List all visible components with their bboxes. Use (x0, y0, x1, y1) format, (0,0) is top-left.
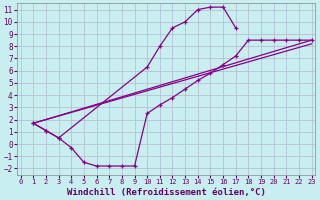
X-axis label: Windchill (Refroidissement éolien,°C): Windchill (Refroidissement éolien,°C) (67, 188, 266, 197)
